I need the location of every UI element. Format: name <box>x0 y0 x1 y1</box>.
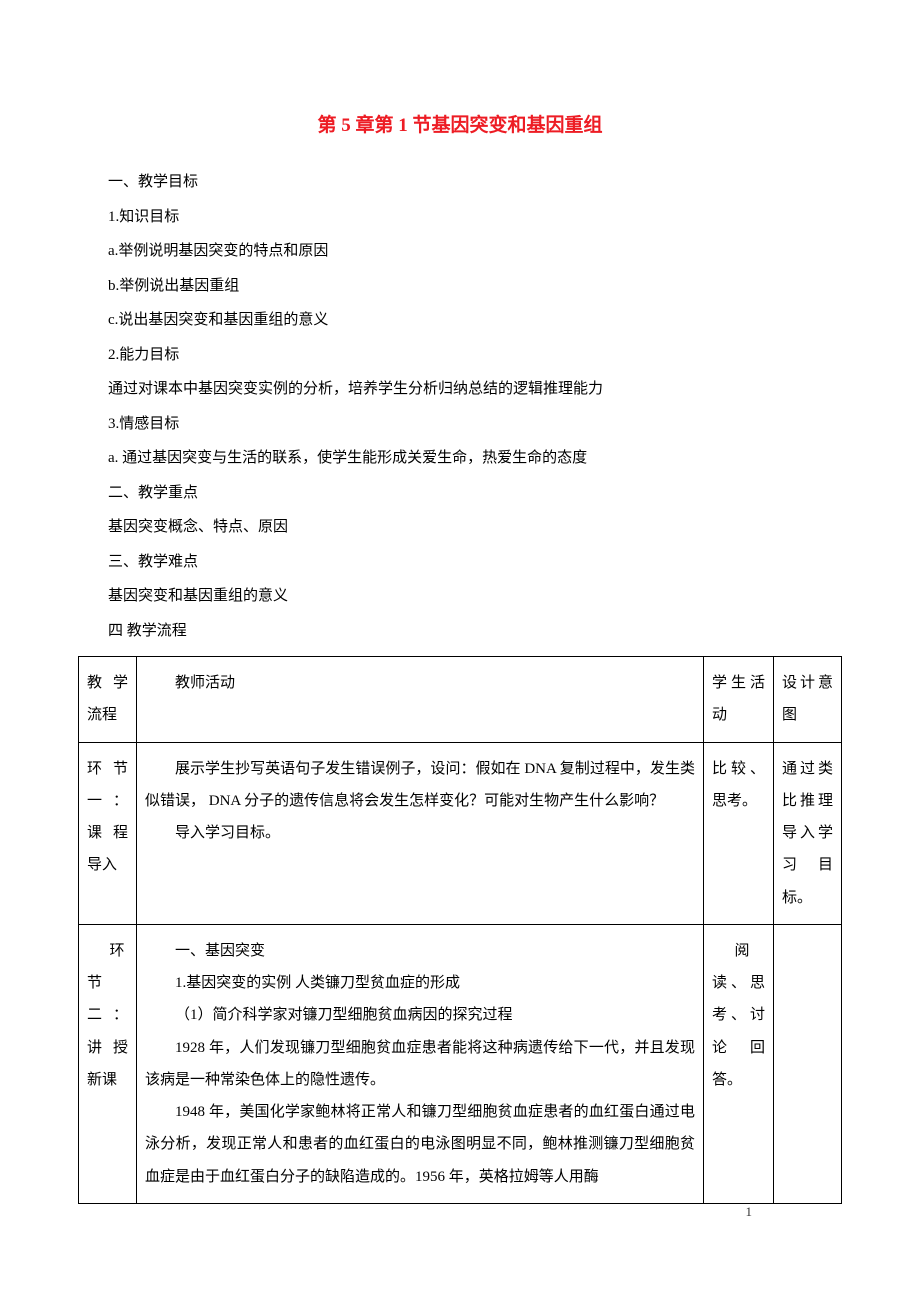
body-line: b.举例说出基因重组 <box>78 269 842 304</box>
table-cell: 环节一：课程导入 <box>79 742 137 924</box>
body-line: 基因突变概念、特点、原因 <box>78 510 842 545</box>
body-line: a.举例说明基因突变的特点和原因 <box>78 234 842 269</box>
cell-line: 1948 年，美国化学家鲍林将正常人和镰刀型细胞贫血症患者的血红蛋白通过电泳分析… <box>145 1096 695 1193</box>
table-cell: 通过类比推理导入学习目标。 <box>774 742 842 924</box>
section-heading: 一、教学目标 <box>78 165 842 200</box>
body-line: 1.知识目标 <box>78 200 842 235</box>
body-line: 3.情感目标 <box>78 407 842 442</box>
body-line: a. 通过基因突变与生活的联系，使学生能形成关爱生命，热爱生命的态度 <box>78 441 842 476</box>
section-heading: 四 教学流程 <box>78 614 842 649</box>
table-cell: 阅读、思考、讨论回答。 <box>704 924 774 1203</box>
table-cell: 教师活动 <box>137 657 704 743</box>
table-row: 环节一：课程导入 展示学生抄写英语句子发生错误例子，设问：假如在 DNA 复制过… <box>79 742 842 924</box>
cell-line: 展示学生抄写英语句子发生错误例子，设问：假如在 DNA 复制过程中，发生类似错误… <box>145 753 695 818</box>
table-cell: 设计意图 <box>774 657 842 743</box>
body-line: 通过对课本中基因突变实例的分析，培养学生分析归纳总结的逻辑推理能力 <box>78 372 842 407</box>
page-title: 第 5 章第 1 节基因突变和基因重组 <box>78 110 842 137</box>
section-heading: 三、教学难点 <box>78 545 842 580</box>
teaching-flow-table: 教学流程 教师活动 学生活动 设计意图 环节一：课程导入 展示学生抄写英语句子发… <box>78 656 842 1204</box>
table-cell <box>774 924 842 1203</box>
page-number: 1 <box>746 1204 753 1220</box>
cell-line: （1）简介科学家对镰刀型细胞贫血病因的探究过程 <box>145 999 695 1031</box>
body-line: 2.能力目标 <box>78 338 842 373</box>
table-cell: 教学流程 <box>79 657 137 743</box>
body-line: 基因突变和基因重组的意义 <box>78 579 842 614</box>
table-cell: 一、基因突变 1.基因突变的实例 人类镰刀型贫血症的形成 （1）简介科学家对镰刀… <box>137 924 704 1203</box>
table-cell: 环节二：讲授新课 <box>79 924 137 1203</box>
table-cell: 学生活动 <box>704 657 774 743</box>
cell-line: 导入学习目标。 <box>145 817 695 849</box>
table-row: 教学流程 教师活动 学生活动 设计意图 <box>79 657 842 743</box>
table-cell: 展示学生抄写英语句子发生错误例子，设问：假如在 DNA 复制过程中，发生类似错误… <box>137 742 704 924</box>
cell-line: 一、基因突变 <box>145 935 695 967</box>
cell-line: 1928 年，人们发现镰刀型细胞贫血症患者能将这种病遗传给下一代，并且发现该病是… <box>145 1032 695 1097</box>
table-cell: 比较、思考。 <box>704 742 774 924</box>
body-line: c.说出基因突变和基因重组的意义 <box>78 303 842 338</box>
cell-line: 1.基因突变的实例 人类镰刀型贫血症的形成 <box>145 967 695 999</box>
table-row: 环节二：讲授新课 一、基因突变 1.基因突变的实例 人类镰刀型贫血症的形成 （1… <box>79 924 842 1203</box>
section-heading: 二、教学重点 <box>78 476 842 511</box>
